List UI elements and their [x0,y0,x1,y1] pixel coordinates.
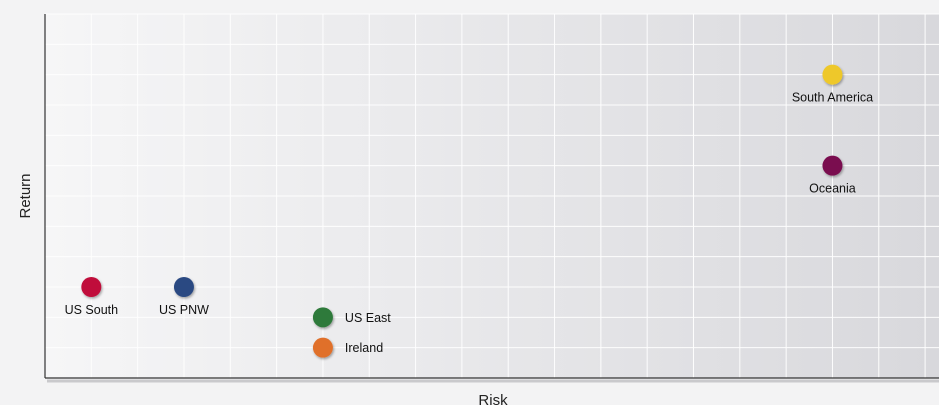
point-label: US South [65,303,119,317]
point-label: US East [345,311,391,325]
scatter-point [81,277,102,297]
point-label: US PNW [159,303,209,317]
scatter-point [822,155,843,176]
scatter-point [312,307,333,328]
x-axis-title: Risk [478,392,508,405]
scatter-point [312,337,333,358]
y-axis-title: Return [17,173,34,218]
point-label: Oceania [809,182,856,196]
scatter-point [822,64,843,85]
point-label: South America [792,91,873,105]
point-label: Ireland [345,341,383,355]
scatter-point [173,277,194,297]
data-points: US South US PNW US East Ireland South Americ… [65,64,873,358]
gridlines [44,13,939,379]
